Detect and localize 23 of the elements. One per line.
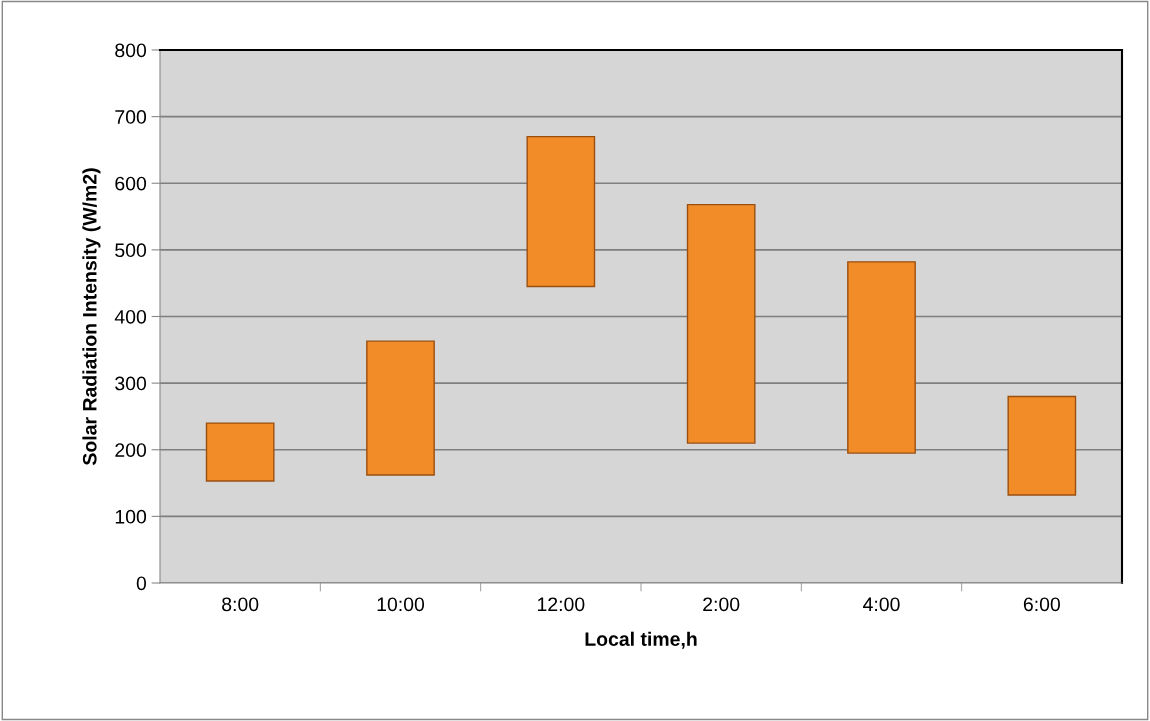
bar: [686, 203, 756, 444]
bar: [205, 422, 275, 482]
y-tick-label: 500: [115, 243, 147, 258]
bar: [1007, 395, 1077, 496]
y-tick-label: 300: [115, 376, 147, 391]
x-tick-label: 4:00: [863, 597, 900, 612]
y-tick-label: 600: [115, 176, 147, 191]
x-tick-label: 12:00: [537, 597, 585, 612]
y-tick-label: 200: [115, 443, 147, 457]
y-axis-title: Solar Radiation Intensity (W/m2): [82, 168, 101, 466]
y-tick-label: 0: [136, 576, 147, 591]
x-tick-label: 6:00: [1023, 597, 1060, 612]
x-tick-label: 2:00: [703, 597, 740, 612]
y-tick-label: 100: [115, 509, 147, 524]
x-tick-label: 10:00: [377, 597, 425, 612]
x-tick-label: 8:00: [222, 597, 259, 612]
y-tick-label: 800: [115, 43, 147, 58]
y-tick-label: 400: [114, 309, 147, 324]
bar: [526, 135, 596, 288]
x-axis-title: Local time,h: [585, 631, 697, 649]
bar: [366, 340, 435, 476]
bar: [847, 261, 916, 454]
y-tick-label: 700: [115, 110, 147, 124]
